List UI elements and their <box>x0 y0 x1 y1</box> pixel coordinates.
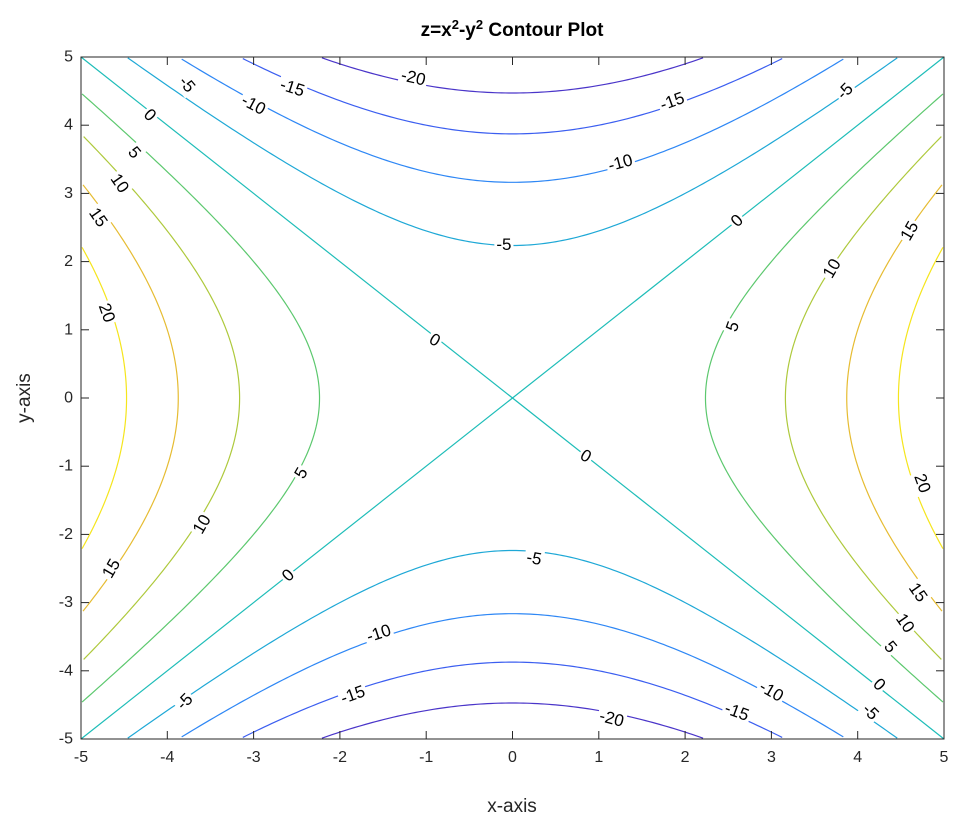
y-axis-label: y-axis <box>14 373 35 423</box>
contour-label-bg-29 <box>753 675 790 708</box>
contour-line-level-10-1 <box>83 136 241 660</box>
contour-line-level-20-0 <box>897 247 944 549</box>
contour-line-level-5-0 <box>704 93 944 703</box>
x-tick-label-0: -5 <box>74 749 88 766</box>
contour-label-bg-19 <box>288 461 314 485</box>
contour-label-bg-16 <box>720 316 745 337</box>
x-tick-label-8: 3 <box>767 749 776 766</box>
contour-label-bg-26 <box>170 687 199 716</box>
contour-label-32: 10 <box>892 610 918 636</box>
contour-line-level-neg5-0 <box>127 57 898 247</box>
contour-label-bg-4 <box>83 201 114 233</box>
contour-label-23: -5 <box>525 548 543 569</box>
contour-label-bg-8 <box>397 64 430 91</box>
contour-label-3: 10 <box>107 170 133 196</box>
y-tick-label-2: -3 <box>59 594 73 611</box>
contour-lines <box>80 56 945 740</box>
contour-line-level-neg15-0 <box>242 58 783 135</box>
contour-label-31: 15 <box>905 579 931 605</box>
contour-label-4: 15 <box>85 204 111 230</box>
contour-label-bg-28 <box>719 696 754 727</box>
contour-label-bg-12 <box>830 76 859 106</box>
contour-label-bg-35 <box>856 697 885 726</box>
y-tick-label-3: -2 <box>59 526 73 543</box>
chart-title: z=x2-y2 Contour Plot <box>421 17 605 41</box>
contour-label-bg-7 <box>236 88 272 121</box>
contour-label-20: 10 <box>189 511 215 537</box>
contour-label-bg-32 <box>890 607 921 639</box>
contour-label-15: 15 <box>897 218 923 244</box>
y-tick-label-10: 5 <box>64 49 73 66</box>
x-tick-label-9: 4 <box>853 749 862 766</box>
contour-line-level-neg20-1 <box>321 702 704 739</box>
x-tick-label-3: -2 <box>333 749 347 766</box>
y-tick-label-4: -1 <box>59 458 73 475</box>
x-tick-label-1: -4 <box>160 749 174 766</box>
contour-label-bg-24 <box>361 618 396 648</box>
contour-label-bg-31 <box>902 576 934 608</box>
contour-label-bg-18 <box>574 443 597 469</box>
contour-label-bg-25 <box>335 679 370 710</box>
contour-label-bg-2 <box>122 140 147 165</box>
y-tick-label-5: 0 <box>64 390 73 407</box>
x-tick-label-6: 1 <box>594 749 603 766</box>
contour-line-level-20-1 <box>81 247 128 549</box>
contour-label-10: -10 <box>606 150 635 175</box>
contour-label-bg-15 <box>894 215 925 247</box>
contour-line-level-neg5-1 <box>127 549 898 739</box>
contour-line-level-15-1 <box>82 184 179 612</box>
contour-label-bg-30 <box>908 468 937 498</box>
contour-label-bg-9 <box>655 86 690 117</box>
contour-label-bg-34 <box>867 672 892 697</box>
contour-line-level-neg10-1 <box>181 613 844 738</box>
contour-label-bg-3 <box>104 167 135 199</box>
contour-label-bg-20 <box>186 509 217 540</box>
y-tick-label-9: 4 <box>64 117 73 134</box>
contour-label-bg-0 <box>172 70 202 99</box>
y-tick-label-0: -5 <box>59 731 73 748</box>
contour-line-level-5-1 <box>81 93 321 703</box>
contour-label-bg-17 <box>423 327 446 353</box>
contour-line-level-neg15-1 <box>242 661 783 738</box>
contour-label-bg-23 <box>522 546 546 571</box>
contour-line-level-neg10-0 <box>181 58 844 183</box>
contour-label-bg-33 <box>878 634 903 659</box>
contour-label-bg-6 <box>275 73 310 103</box>
contour-label-bg-14 <box>816 253 847 284</box>
x-axis-label: x-axis <box>487 796 537 817</box>
y-tick-label-8: 3 <box>64 185 73 202</box>
x-tick-label-5: 0 <box>508 749 517 766</box>
contour-label-bg-13 <box>724 208 750 233</box>
y-tick-label-6: 1 <box>64 321 73 338</box>
contour-line-level-10-0 <box>784 136 942 660</box>
contour-label-bg-22 <box>275 563 301 588</box>
contour-line-level-15-0 <box>846 184 943 612</box>
x-tick-label-10: 5 <box>940 749 949 766</box>
x-tick-label-2: -3 <box>246 749 260 766</box>
contour-label-bg-1 <box>137 102 163 128</box>
x-tick-label-4: -1 <box>419 749 433 766</box>
y-tick-label-1: -4 <box>59 662 73 679</box>
contour-label-bg-5 <box>93 298 121 328</box>
contour-line-level-0-1 <box>80 56 945 740</box>
contour-label-35: -5 <box>859 700 883 724</box>
x-tick-label-7: 2 <box>681 749 690 766</box>
contour-label-bg-10 <box>603 148 637 177</box>
contour-label-bg-11 <box>494 234 514 256</box>
contour-line-level-neg20-0 <box>321 57 704 94</box>
contour-label-11: -5 <box>496 235 511 254</box>
contour-label-bg-27 <box>595 704 629 733</box>
y-tick-label-7: 2 <box>64 253 73 270</box>
contour-label-27: -20 <box>597 706 626 731</box>
contour-label-14: 10 <box>819 255 845 281</box>
contour-label-bg-21 <box>96 553 127 584</box>
